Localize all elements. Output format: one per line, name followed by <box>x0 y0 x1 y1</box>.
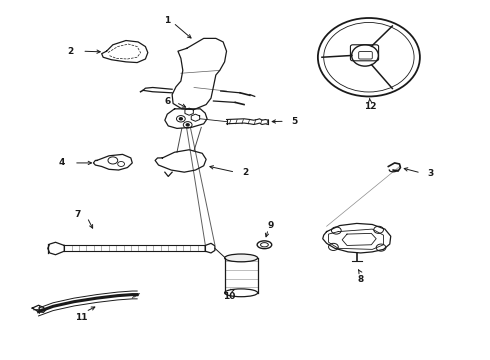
Text: 11: 11 <box>74 314 87 323</box>
Text: 3: 3 <box>427 169 434 178</box>
Text: 2: 2 <box>243 168 249 177</box>
Text: 6: 6 <box>165 96 171 105</box>
Text: 10: 10 <box>223 292 236 301</box>
Text: 2: 2 <box>68 47 74 56</box>
Text: 1: 1 <box>164 16 171 25</box>
Text: 4: 4 <box>59 158 65 167</box>
Circle shape <box>186 124 189 126</box>
Circle shape <box>179 118 182 120</box>
Text: 8: 8 <box>358 275 364 284</box>
Text: 5: 5 <box>291 117 297 126</box>
Text: 7: 7 <box>74 210 80 219</box>
Text: 9: 9 <box>267 221 273 230</box>
Text: 12: 12 <box>364 103 377 112</box>
Ellipse shape <box>224 254 258 262</box>
